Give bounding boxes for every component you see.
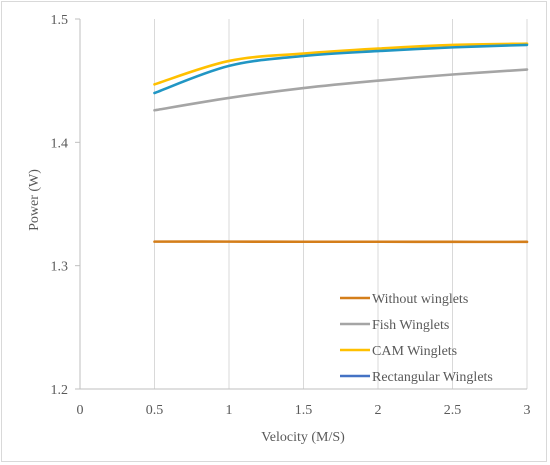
y-tick-label: 1.5 — [51, 13, 69, 28]
x-tick-labels: 0 0.5 1 1.5 2 2.5 3 — [77, 403, 531, 418]
series-lines — [153, 42, 529, 244]
x-axis-title: Velocity (M/S) — [261, 430, 345, 445]
x-tick-label: 0.5 — [146, 403, 164, 418]
x-tick-label: 2.5 — [444, 403, 462, 418]
y-tick-label: 1.4 — [51, 136, 69, 151]
legend-label-fish-winglets: Fish Winglets — [372, 318, 449, 333]
series-line-teal — [153, 43, 529, 95]
y-tick-labels: 1.2 1.3 1.4 1.5 — [51, 13, 69, 398]
y-tick-label: 1.3 — [51, 260, 69, 275]
legend-label-cam-winglets: CAM Winglets — [372, 344, 457, 359]
series-line-cam-winglets — [153, 42, 529, 86]
x-tick-label: 2 — [375, 403, 382, 418]
legend: Without winglets Fish Winglets CAM Winglet… — [340, 292, 493, 385]
axes — [75, 18, 527, 390]
legend-label-rectangular-winglets: Rectangular Winglets — [372, 370, 493, 385]
y-axis-title: Power (W) — [27, 169, 42, 231]
x-tick-label: 0 — [77, 403, 84, 418]
series-line-fish-winglets — [153, 68, 529, 112]
legend-label-without-winglets: Without winglets — [372, 292, 468, 307]
x-tick-label: 1 — [226, 403, 233, 418]
gridlines — [154, 19, 528, 389]
x-tick-label: 1.5 — [295, 403, 313, 418]
x-tick-label: 3 — [524, 403, 531, 418]
y-tick-label: 1.2 — [51, 383, 69, 398]
